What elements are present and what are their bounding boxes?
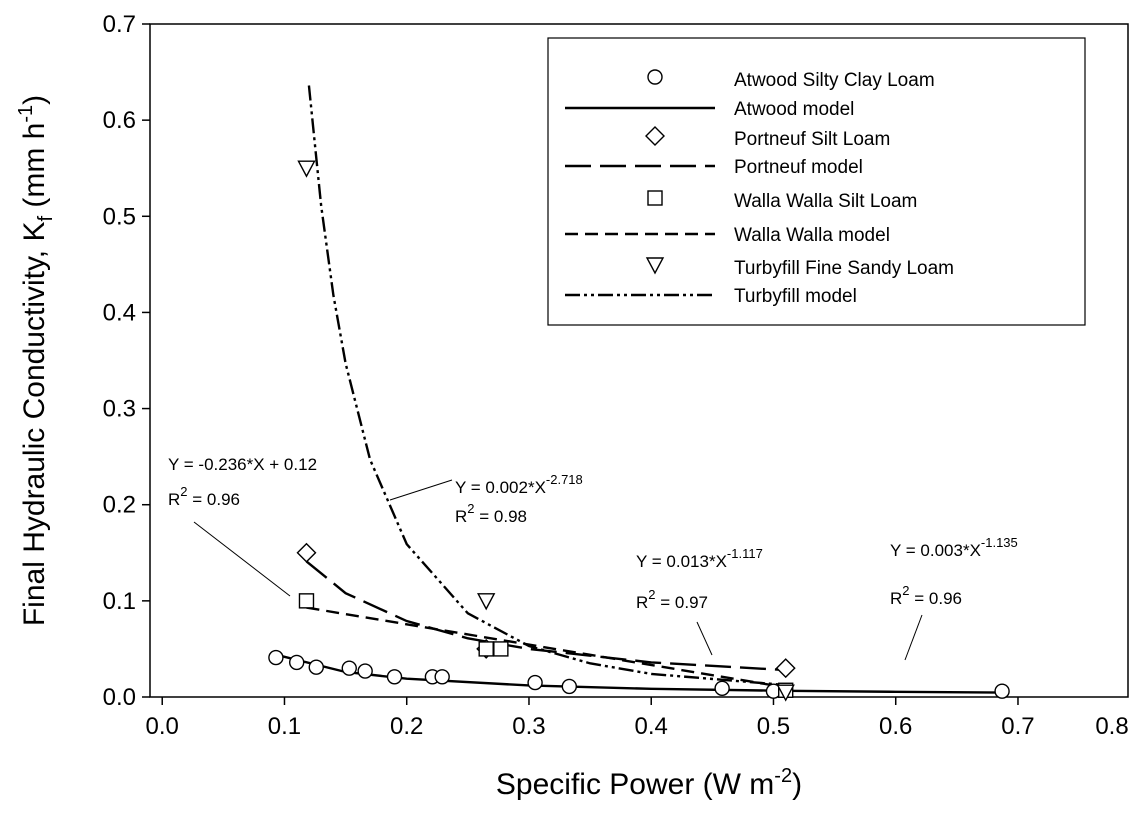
legend-label: Atwood model	[734, 99, 854, 120]
annotation-tail: = 0.96	[188, 490, 240, 509]
annotation: R2 = 0.96	[168, 484, 240, 509]
y-tick-label: 0.1	[103, 588, 136, 615]
leader-line	[389, 479, 453, 501]
annotation-text: R	[636, 593, 648, 612]
annotation-text: R	[168, 490, 180, 509]
model-line	[305, 560, 786, 672]
marker	[647, 190, 663, 206]
annotation: Y = 0.013*X-1.117	[636, 546, 763, 571]
marker	[775, 658, 796, 679]
y-tick-label: 0.7	[103, 11, 136, 38]
y-tick-label: 0.6	[103, 107, 136, 134]
marker	[357, 663, 373, 679]
annotation-sup: 2	[902, 583, 909, 598]
model-line	[307, 85, 786, 687]
marker	[647, 69, 663, 85]
y-tick-label: 0.0	[103, 684, 136, 711]
marker	[477, 593, 496, 611]
x-tick-label: 0.8	[1095, 713, 1128, 740]
annotation-text: Y = -0.236*X + 0.12	[168, 455, 317, 474]
legend-label: Turbyfill model	[734, 286, 857, 307]
marker	[289, 654, 305, 671]
marker	[478, 641, 494, 657]
marker	[297, 160, 316, 178]
marker	[434, 669, 450, 685]
annotation: R2 = 0.97	[636, 587, 708, 612]
legend-label: Walla Walla model	[734, 225, 890, 246]
leader-line	[696, 621, 713, 656]
x-axis-title: Specific Power (W m-2)	[496, 765, 802, 801]
marker	[268, 649, 284, 666]
x-tick-label: 0.4	[635, 713, 668, 740]
marker	[776, 684, 795, 702]
annotation-tail: = 0.98	[475, 507, 527, 526]
y-tick-label: 0.3	[103, 396, 136, 423]
legend-label: Portneuf Silt Loam	[734, 129, 890, 150]
marker	[714, 680, 730, 697]
annotation-sup: -2.718	[546, 472, 583, 487]
legend-box	[547, 37, 1086, 326]
marker	[308, 659, 324, 675]
annotation-text: Y = 0.003*X	[890, 541, 981, 560]
marker	[296, 542, 317, 563]
annotation-text: R	[455, 507, 467, 526]
y-axis-title-sub: f	[35, 216, 57, 222]
marker	[298, 593, 315, 609]
marker	[493, 641, 509, 657]
x-tick-label: 0.2	[390, 713, 423, 740]
annotation-sup: 2	[467, 501, 474, 516]
x-axis-title-sup: -2	[774, 765, 792, 787]
legend-label: Atwood Silty Clay Loam	[734, 70, 935, 91]
leader-line	[904, 614, 923, 661]
x-tick-label: 0.1	[268, 713, 301, 740]
leader-line	[193, 521, 291, 597]
x-tick-label: 0.7	[1001, 713, 1034, 740]
x-tick-label: 0.0	[146, 713, 179, 740]
annotation: Y = 0.003*X-1.135	[890, 535, 1018, 560]
model-line	[306, 606, 786, 689]
annotation: R2 = 0.96	[890, 583, 962, 608]
annotation-text: R	[890, 589, 902, 608]
x-axis-title-tail: )	[792, 768, 802, 801]
y-tick-label: 0.4	[103, 299, 136, 326]
y-tick-label: 0.5	[103, 203, 136, 230]
y-axis-title: Final Hydraulic Conductivity, Kf (mm h-1…	[15, 95, 57, 626]
annotation-sup: 2	[648, 587, 655, 602]
marker	[645, 126, 665, 146]
x-axis-title-text: Specific Power (W m	[496, 768, 774, 801]
annotation: Y = 0.002*X-2.718	[455, 472, 583, 497]
x-tick-label: 0.3	[512, 713, 545, 740]
y-axis-title-sup: -1	[15, 105, 37, 123]
marker	[341, 660, 357, 676]
marker	[994, 683, 1010, 699]
x-tick-label: 0.6	[879, 713, 912, 740]
annotation-tail: = 0.96	[910, 589, 962, 608]
annotation-tail: = 0.97	[656, 593, 708, 612]
marker	[645, 257, 665, 275]
x-tick-label: 0.5	[757, 713, 790, 740]
model-line	[275, 653, 1003, 694]
y-axis-title-mid: (mm h	[18, 123, 51, 216]
marker	[527, 674, 543, 691]
legend-label: Turbyfill Fine Sandy Loam	[734, 258, 954, 279]
annotation-text: Y = 0.013*X	[636, 552, 727, 571]
y-axis-title-text: Final Hydraulic Conductivity, K	[18, 222, 51, 627]
plot-frame	[149, 23, 1129, 698]
annotation: Y = -0.236*X + 0.12	[168, 455, 317, 474]
annotation-sup: 2	[180, 484, 187, 499]
marker	[386, 669, 403, 685]
annotation: R2 = 0.98	[455, 501, 527, 526]
marker	[561, 678, 578, 695]
legend-label: Portneuf model	[734, 157, 863, 178]
annotation-sup: -1.117	[727, 546, 763, 561]
annotation-text: Y = 0.002*X	[455, 478, 546, 497]
y-axis-title-tail: )	[18, 95, 51, 105]
annotation-sup: -1.135	[981, 535, 1018, 550]
y-tick-label: 0.2	[103, 492, 136, 519]
legend-label: Walla Walla Silt Loam	[734, 191, 917, 212]
